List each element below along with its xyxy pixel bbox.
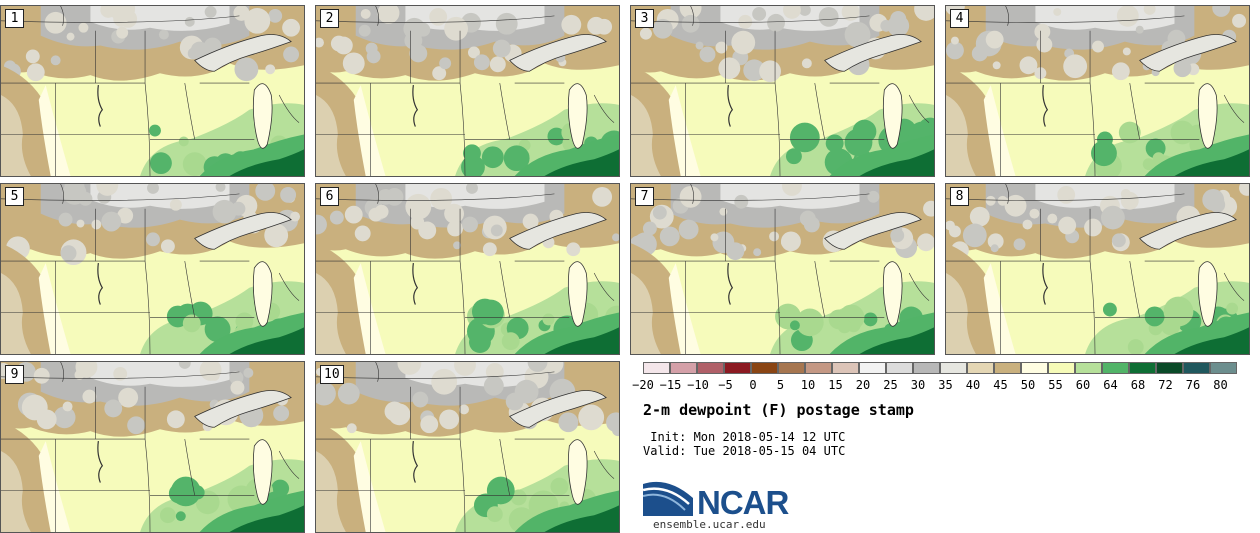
colorbar-swatch: [643, 362, 670, 374]
map-panel: 4: [945, 5, 1250, 177]
colorbar-tick-label: 68: [1130, 378, 1146, 392]
ncar-logo-icon: [643, 481, 693, 516]
colorbar-swatch: [994, 362, 1021, 374]
colorbar-swatch: [697, 362, 724, 374]
colorbar-tick-label: 35: [938, 378, 953, 392]
chart-title: 2-m dewpoint (F) postage stamp: [643, 401, 914, 419]
map-panel: 1: [0, 5, 305, 177]
colorbar-swatch: [1021, 362, 1048, 374]
panel-number-label: 8: [950, 187, 969, 206]
panel-number-label: 3: [635, 9, 654, 28]
panel-number-label: 6: [320, 187, 339, 206]
panel-number-label: 7: [635, 187, 654, 206]
colorbar-swatch: [967, 362, 994, 374]
colorbar-swatch: [670, 362, 697, 374]
panel-number-label: 10: [320, 365, 344, 384]
colorbar-tick-label: −5: [718, 378, 733, 392]
colorbar-tick-label: 0: [749, 378, 757, 392]
colorbar-tick-label: 72: [1158, 378, 1173, 392]
colorbar-swatch: [751, 362, 778, 374]
colorbar-tick-label: −15: [659, 378, 682, 392]
colorbar-swatch: [832, 362, 859, 374]
init-time: Init: Mon 2018-05-14 12 UTC: [643, 430, 846, 444]
ncar-logo-text: NCAR: [697, 484, 789, 521]
panel-number-label: 4: [950, 9, 969, 28]
colorbar-swatch: [1048, 362, 1075, 374]
panel-number-label: 9: [5, 365, 24, 384]
colorbar-swatch: [1183, 362, 1210, 374]
colorbar-tick-label: 50: [1020, 378, 1036, 392]
colorbar-swatch: [1156, 362, 1183, 374]
colorbar-swatch: [913, 362, 940, 374]
colorbar-ticks: −20 −15 −10 −5 0 5 10 15 20 25 30 35 40 45 50 55 60 64 68 7…: [632, 378, 1252, 394]
colorbar-swatch: [724, 362, 751, 374]
colorbar-tick-label: 60: [1075, 378, 1091, 392]
panel-number-label: 2: [320, 9, 339, 28]
map-panel: 8: [945, 183, 1250, 355]
colorbar-swatch: [1075, 362, 1102, 374]
colorbar-tick-label: 30: [910, 378, 926, 392]
map-panel: 7: [630, 183, 935, 355]
colorbar-tick-label: −20: [632, 378, 654, 392]
colorbar-tick-label: 40: [965, 378, 981, 392]
panel-number-label: 1: [5, 9, 24, 28]
colorbar-tick-label: 10: [800, 378, 816, 392]
colorbar-tick-label: 64: [1103, 378, 1118, 392]
valid-time: Valid: Tue 2018-05-15 04 UTC: [643, 444, 846, 458]
colorbar: [643, 362, 1237, 374]
map-panel: 9: [0, 361, 305, 533]
colorbar-swatch: [778, 362, 805, 374]
colorbar-swatch: [859, 362, 886, 374]
colorbar-swatch: [1129, 362, 1156, 374]
map-panel: 6: [315, 183, 620, 355]
colorbar-tick-label: 55: [1048, 378, 1063, 392]
colorbar-swatch: [940, 362, 967, 374]
panel-number-label: 5: [5, 187, 24, 206]
colorbar-swatch: [886, 362, 913, 374]
colorbar-swatch: [1102, 362, 1129, 374]
colorbar-tick-label: −10: [687, 378, 709, 392]
logo-url: ensemble.ucar.edu: [653, 518, 766, 531]
colorbar-tick-label: 20: [855, 378, 871, 392]
colorbar-tick-label: 45: [993, 378, 1008, 392]
colorbar-tick-label: 25: [883, 378, 898, 392]
colorbar-tick-label: 76: [1185, 378, 1201, 392]
colorbar-swatch: [1210, 362, 1237, 374]
map-panel: 2: [315, 5, 620, 177]
colorbar-tick-label: 80: [1213, 378, 1228, 392]
map-panel: 10: [315, 361, 620, 533]
colorbar-tick-label: 5: [776, 378, 785, 392]
colorbar-swatch: [805, 362, 832, 374]
colorbar-tick-label: 15: [828, 378, 843, 392]
map-panel: 5: [0, 183, 305, 355]
map-panel: 3: [630, 5, 935, 177]
